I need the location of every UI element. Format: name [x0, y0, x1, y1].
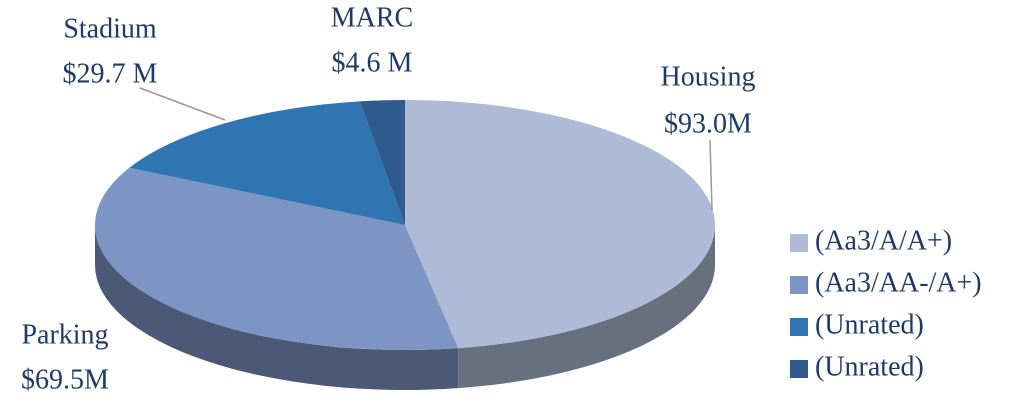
- legend-swatch: [790, 276, 808, 294]
- value-label: $93.0M: [664, 108, 752, 139]
- slice-side: [458, 225, 715, 389]
- pie: [95, 100, 715, 390]
- value-label: $4.6 M: [332, 47, 413, 78]
- category-label: Housing: [661, 61, 756, 92]
- legend-label: (Aa3/A/A+): [815, 225, 952, 256]
- legend-label: (Unrated): [815, 309, 924, 340]
- leader-line: [139, 87, 226, 121]
- legend-label: (Aa3/AA-/A+): [815, 267, 982, 298]
- category-label: Stadium: [63, 13, 157, 44]
- slice-side: [95, 225, 459, 390]
- slice: [359, 100, 405, 225]
- leader-line: [709, 139, 713, 211]
- slice: [405, 100, 715, 349]
- legend-swatch: [790, 234, 808, 252]
- category-label: MARC: [331, 2, 413, 33]
- legend-swatch: [790, 318, 808, 336]
- legend-label: (Unrated): [815, 351, 924, 382]
- value-label: $69.5M: [21, 364, 109, 395]
- value-label: $29.7 M: [63, 58, 158, 89]
- slice: [129, 101, 405, 225]
- slice: [95, 167, 459, 350]
- category-label: Parking: [21, 319, 108, 350]
- legend-swatch: [790, 360, 808, 378]
